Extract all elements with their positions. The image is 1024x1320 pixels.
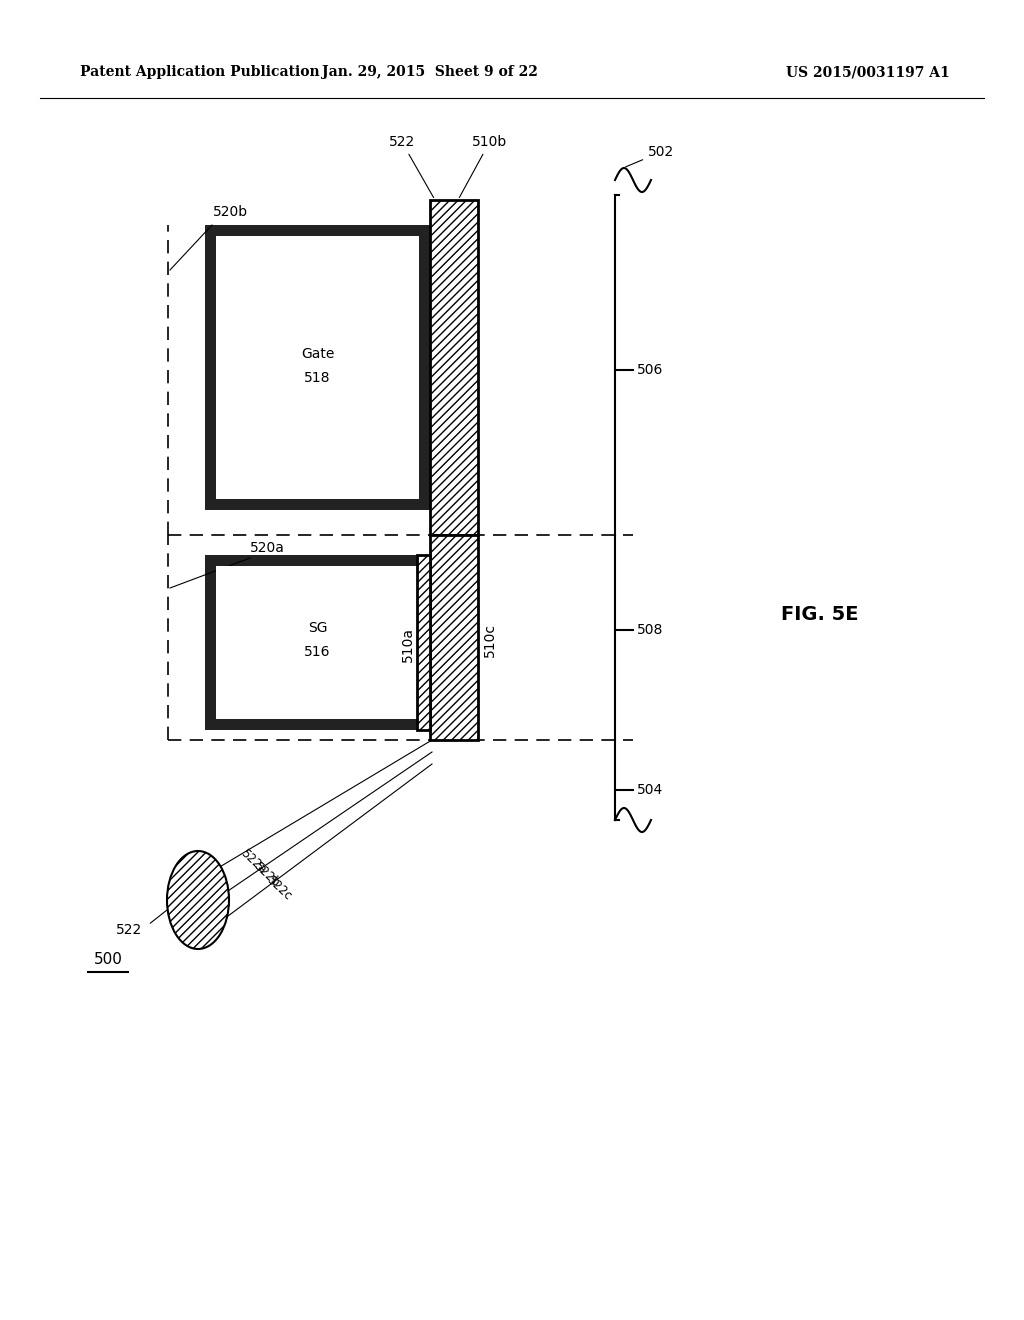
Text: 520a: 520a <box>250 541 285 554</box>
Text: 518: 518 <box>304 371 331 384</box>
Bar <box>205 554 430 730</box>
Text: 520b: 520b <box>213 205 248 219</box>
Text: US 2015/0031197 A1: US 2015/0031197 A1 <box>786 65 950 79</box>
Text: 504: 504 <box>637 783 664 797</box>
Text: SG: SG <box>308 622 328 635</box>
Text: 510a: 510a <box>401 627 415 663</box>
Text: 522: 522 <box>389 135 433 198</box>
Ellipse shape <box>167 851 229 949</box>
Text: 500: 500 <box>93 953 123 968</box>
Text: 522c: 522c <box>264 874 294 903</box>
Bar <box>205 224 430 510</box>
Text: FIG. 5E: FIG. 5E <box>781 606 859 624</box>
Text: Jan. 29, 2015  Sheet 9 of 22: Jan. 29, 2015 Sheet 9 of 22 <box>323 65 538 79</box>
Text: 510c: 510c <box>483 623 497 657</box>
Text: 510b: 510b <box>460 135 507 198</box>
Bar <box>430 201 478 535</box>
Text: 522: 522 <box>116 923 142 937</box>
Text: 506: 506 <box>637 363 664 378</box>
Text: Patent Application Publication: Patent Application Publication <box>80 65 319 79</box>
Bar <box>417 554 430 730</box>
Text: 508: 508 <box>637 623 664 638</box>
Text: 516: 516 <box>304 645 331 660</box>
Bar <box>216 566 419 719</box>
Text: 502: 502 <box>626 145 674 166</box>
Text: 522a: 522a <box>238 847 268 876</box>
Text: Gate: Gate <box>301 346 334 360</box>
Bar <box>430 535 478 741</box>
Bar <box>216 236 419 499</box>
Text: 522b: 522b <box>251 861 282 890</box>
